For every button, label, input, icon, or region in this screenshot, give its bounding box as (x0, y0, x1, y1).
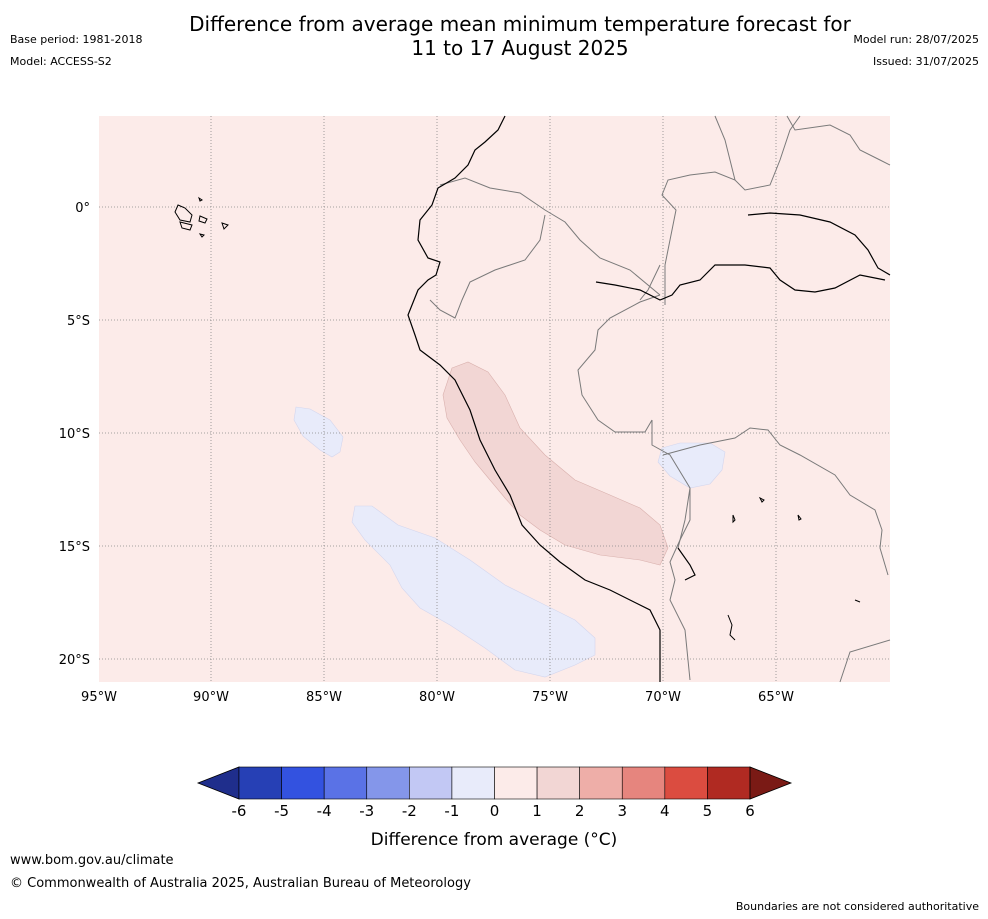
colorbar-tick-label: -3 (359, 802, 374, 820)
colorbar-tick-label: 5 (703, 802, 713, 820)
title-line-1: Difference from average mean minimum tem… (189, 12, 851, 36)
colorbar-segment (409, 766, 453, 800)
lat-label: 20°S (59, 653, 90, 668)
colorbar-segment (664, 766, 708, 800)
lon-label: 75°W (532, 690, 568, 705)
colorbar-tick-label: -5 (274, 802, 289, 820)
lon-label: 80°W (419, 690, 455, 705)
colorbar-segment (323, 766, 368, 800)
colorbar-segment (621, 766, 666, 800)
colorbar-segment (579, 766, 623, 800)
model-name: Model: ACCESS-S2 (10, 55, 112, 68)
colorbar-tick-label: -6 (232, 802, 247, 820)
lat-label: 10°S (59, 427, 90, 442)
coastline (407, 115, 891, 682)
colorbar-segment (366, 766, 410, 800)
map-title: Difference from average mean minimum tem… (150, 12, 890, 60)
lon-label: 70°W (645, 690, 681, 705)
latitude-labels: 0° 5°S 10°S 15°S 20°S (59, 201, 90, 668)
galapagos-islands (174, 196, 229, 238)
footer-copyright: © Commonwealth of Australia 2025, Austra… (10, 876, 471, 891)
colorbar-tick-label: -1 (444, 802, 459, 820)
lon-label: 90°W (193, 690, 229, 705)
colorbar-tick-label: 2 (575, 802, 585, 820)
anomaly-region-negative-west (293, 406, 344, 458)
meta-right: Model run: 28/07/2025 Issued: 31/07/2025 (853, 33, 979, 77)
lon-label: 65°W (758, 690, 794, 705)
colorbar-segment (238, 766, 282, 800)
colorbar-tick-label: -4 (317, 802, 332, 820)
base-period: Base period: 1981-2018 (10, 33, 143, 46)
colorbar-label: Difference from average (°C) (371, 830, 618, 850)
meta-left: Base period: 1981-2018 Model: ACCESS-S2 (10, 33, 142, 77)
anomaly-region-negative-inland (657, 442, 726, 489)
colorbar-tick-label: 6 (745, 802, 755, 820)
anomaly-region-positive (442, 361, 669, 566)
issued-date: Issued: 31/07/2025 (872, 55, 979, 68)
colorbar-segment (494, 766, 538, 800)
colorbar-tick-label: -2 (402, 802, 417, 820)
model-run: Model run: 28/07/2025 (853, 33, 979, 46)
colorbar-tick-label: 4 (660, 802, 670, 820)
lon-label: 95°W (81, 690, 117, 705)
footer-note: Boundaries are not considered authoritat… (735, 900, 979, 913)
colorbar-segment (707, 766, 751, 800)
colorbar: -6 -5 -4 -3 -2 -1 0 1 2 3 4 5 6 (196, 766, 793, 820)
colorbar-tick-label: 3 (617, 802, 627, 820)
colorbar-tick-label: 0 (490, 802, 500, 820)
country-borders (429, 115, 891, 683)
gridlines (99, 116, 890, 682)
colorbar-extend-high (749, 766, 793, 800)
colorbar-segment (536, 766, 580, 800)
colorbar-tick-label: 1 (532, 802, 542, 820)
lat-label: 0° (75, 201, 90, 216)
colorbar-segment (281, 766, 325, 800)
lake-titicaca-islands (727, 496, 861, 641)
colorbar-extend-low (196, 766, 240, 800)
anomaly-region-negative-south (351, 505, 596, 678)
colorbar-segment (451, 766, 495, 800)
lat-label: 5°S (67, 314, 90, 329)
title-line-2: 11 to 17 August 2025 (411, 36, 629, 60)
footer-url[interactable]: www.bom.gov.au/climate (10, 853, 174, 868)
longitude-labels: 95°W 90°W 85°W 80°W 75°W 70°W 65°W (81, 690, 794, 705)
lat-label: 15°S (59, 540, 90, 555)
lon-label: 85°W (306, 690, 342, 705)
